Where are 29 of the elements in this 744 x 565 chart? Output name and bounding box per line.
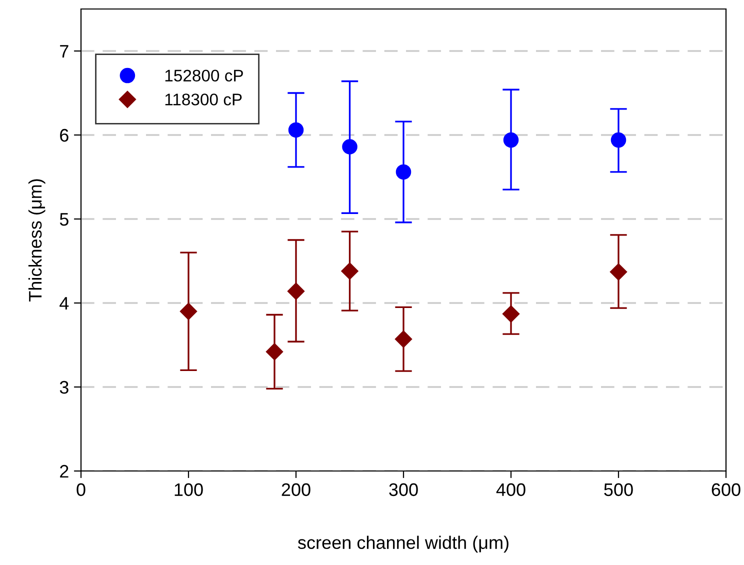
point [394,330,412,348]
point [341,262,358,280]
point [502,305,520,322]
point [266,343,284,360]
point [503,132,519,148]
y-axis-title: Thickness (μm) [28,179,46,302]
y-tick-label: 4 [60,297,69,310]
x-tick-label: 400 [496,483,526,496]
point [610,263,628,280]
point [396,164,412,180]
y-tick-label: 3 [60,380,68,394]
x-tick-label: 200 [282,483,310,496]
y-tick-label: 2 [60,464,68,478]
point [342,139,358,154]
x-tick-label: 500 [604,483,633,496]
point [288,122,304,138]
x-tick-label: 100 [174,483,203,496]
y-tick-label: 7 [60,45,68,58]
point [610,132,626,148]
legend-label: 118300 cP [165,94,242,106]
legend-label: 152800 cP [165,70,243,82]
point [180,302,198,320]
x-tick-label: 0 [76,483,86,496]
x-tick-label: 300 [389,483,418,496]
y-tick-label: 5 [60,213,68,226]
x-axis-title: screen channel width (μm) [298,536,508,553]
y-tick-label: 6 [60,128,68,142]
point [287,282,305,300]
x-tick-label: 600 [712,483,740,496]
